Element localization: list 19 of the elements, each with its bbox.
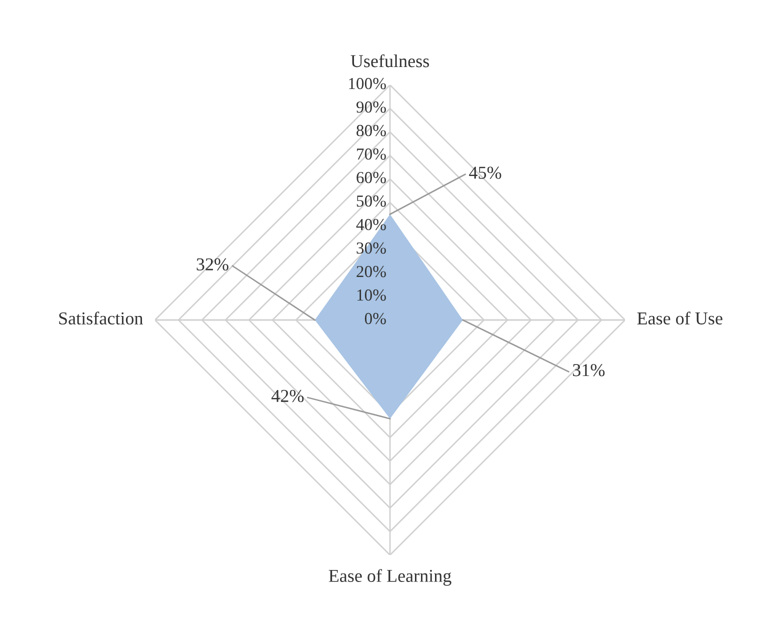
spoke-label: Ease of Learning <box>328 569 452 586</box>
text: 42% <box>271 390 304 402</box>
y-tick-label: 10% <box>357 289 386 301</box>
y-tick-label: 80% <box>356 124 386 136</box>
spoke-label: Satisfaction <box>59 312 143 325</box>
y-tick-label: 90% <box>356 101 386 113</box>
text: 45% <box>469 166 502 179</box>
text: 32% <box>196 258 228 271</box>
y-tick-label: 20% <box>356 266 386 278</box>
y-tick-label: 40% <box>356 218 386 230</box>
y-tick-label: 50% <box>356 195 386 207</box>
y-tick-label: 60% <box>356 172 386 184</box>
y-tick-label: 70% <box>357 148 386 160</box>
spoke-label: Usefulness <box>350 54 429 68</box>
y-tick-label: 0% <box>364 312 386 324</box>
y-tick-label: 30% <box>356 242 386 254</box>
text: 31% <box>572 364 605 376</box>
spoke-label: Ease of Use <box>637 312 722 325</box>
y-tick-label: 100% <box>349 78 386 90</box>
